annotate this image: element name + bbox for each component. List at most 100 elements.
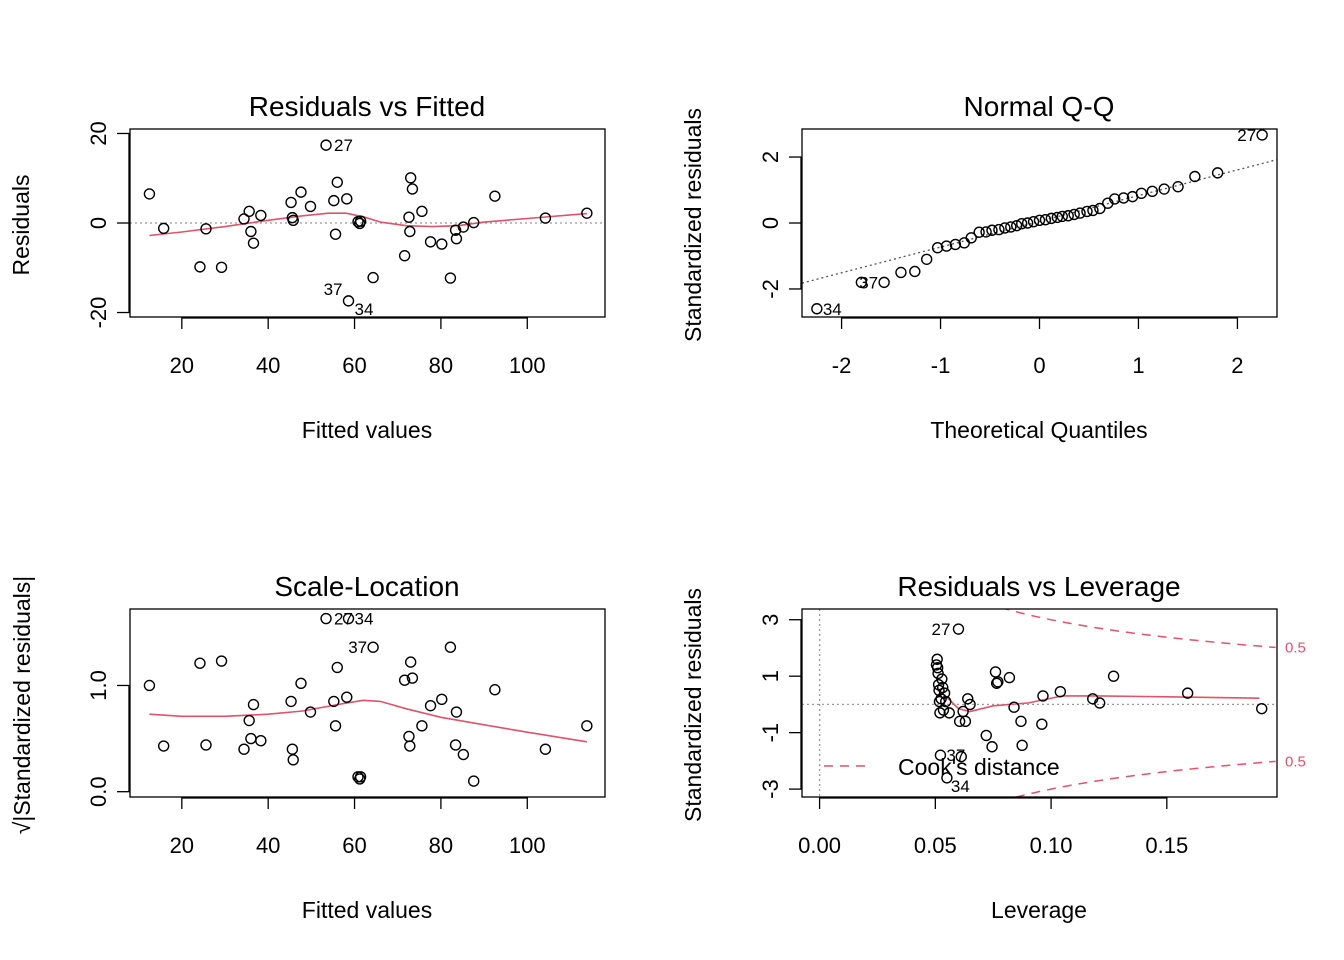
data-point (247, 698, 260, 711)
data-point (895, 266, 907, 279)
plot-region (802, 158, 1277, 284)
x-tick-label: -2 (832, 353, 852, 378)
y-tick-label: 20 (86, 121, 111, 145)
data-point (990, 677, 1003, 689)
data-point (444, 272, 457, 284)
data-point (295, 677, 307, 690)
x-tick-label: 60 (342, 833, 366, 858)
observation-label: 34 (823, 300, 842, 319)
data-point (436, 238, 448, 250)
y-tick-label: 1.0 (86, 670, 111, 701)
data-point (959, 715, 972, 728)
x-axis-title: Fitted values (302, 897, 432, 923)
data-point (539, 212, 552, 224)
qq-reference-line (802, 158, 1277, 284)
data-point (354, 771, 367, 783)
data-point (1074, 207, 1086, 219)
observation-label: 34 (951, 777, 970, 796)
data-point (986, 224, 998, 236)
data-point (450, 232, 463, 245)
observation-label: 27 (1237, 126, 1256, 145)
x-axis-title: Leverage (991, 897, 1087, 923)
data-point (143, 679, 156, 692)
data-point (403, 211, 415, 223)
data-point (581, 720, 593, 732)
y-axis-title: Standardized residuals (680, 588, 706, 822)
data-point (1189, 170, 1201, 183)
x-tick-label: 1 (1132, 353, 1144, 378)
y-tick-label: 0 (86, 217, 111, 229)
data-point (255, 209, 267, 222)
y-tick-label: -1 (758, 723, 783, 743)
data-point (424, 236, 437, 248)
x-tick-label: 0.05 (914, 833, 957, 858)
data-point (285, 196, 297, 209)
data-point (444, 641, 457, 653)
data-point (404, 172, 417, 184)
x-tick-label: 0.15 (1145, 833, 1188, 858)
data-point (416, 720, 428, 732)
data-point (943, 707, 955, 719)
data-point (1045, 212, 1058, 225)
x-tick-label: 0.10 (1030, 833, 1073, 858)
observation-label: 34 (355, 300, 374, 319)
data-point (955, 750, 967, 763)
y-tick-label: 0 (758, 217, 783, 229)
y-tick-label: -3 (758, 779, 783, 799)
observation-label: 37 (324, 280, 343, 299)
data-point (962, 693, 974, 705)
data-point (964, 698, 976, 711)
x-axis-title: Theoretical Quantiles (930, 417, 1147, 443)
data-point (1036, 718, 1048, 730)
data-point (986, 741, 998, 753)
data-point (157, 222, 170, 235)
data-point (194, 261, 206, 273)
data-point (328, 695, 340, 708)
scale-location-panel: Scale-Location Fitted values √|Standardi… (9, 571, 606, 923)
data-point (238, 213, 250, 225)
data-point (398, 249, 411, 262)
data-point (329, 228, 342, 240)
data-point (909, 265, 921, 278)
data-point (457, 221, 470, 233)
cooks-distance-lower-curve (1013, 760, 1276, 797)
data-point (1011, 219, 1023, 232)
data-point (287, 214, 299, 227)
panel-title: Residuals vs Fitted (249, 91, 486, 122)
cooks-contour-label-upper: 0.5 (1285, 640, 1306, 657)
data-point (404, 740, 416, 752)
data-point (952, 623, 965, 635)
plot-frame (801, 608, 1278, 798)
data-point (245, 225, 257, 238)
data-point (243, 714, 255, 727)
data-point (295, 186, 307, 198)
x-tick-label: 0.00 (798, 833, 841, 858)
observation-label: 34 (355, 610, 374, 629)
data-point (949, 238, 962, 251)
data-point (1016, 739, 1028, 752)
data-point (367, 271, 379, 284)
data-point (1054, 686, 1067, 698)
data-point (342, 295, 355, 307)
data-point (331, 661, 343, 674)
data-point (940, 240, 953, 252)
panel-title: Scale-Location (274, 571, 459, 602)
data-point (980, 729, 992, 742)
data-point (404, 225, 416, 238)
x-tick-label: -1 (931, 353, 951, 378)
data-point (934, 749, 947, 761)
plot-frame (129, 608, 606, 798)
data-point (416, 205, 428, 218)
data-point (489, 684, 501, 696)
y-axis-title: √|Standardized residuals| (9, 576, 35, 835)
data-point (931, 653, 943, 665)
data-point (1117, 192, 1130, 204)
plot-region (149, 699, 588, 743)
y-axis-title: Standardized residuals (680, 108, 706, 342)
data-point (367, 641, 379, 653)
residuals-vs-fitted-panel: Residuals vs Fitted Fitted values Residu… (8, 91, 606, 443)
data-point (1211, 167, 1224, 179)
x-tick-label: 80 (429, 353, 453, 378)
data-point (243, 205, 255, 218)
observation-label: 37 (348, 638, 367, 657)
